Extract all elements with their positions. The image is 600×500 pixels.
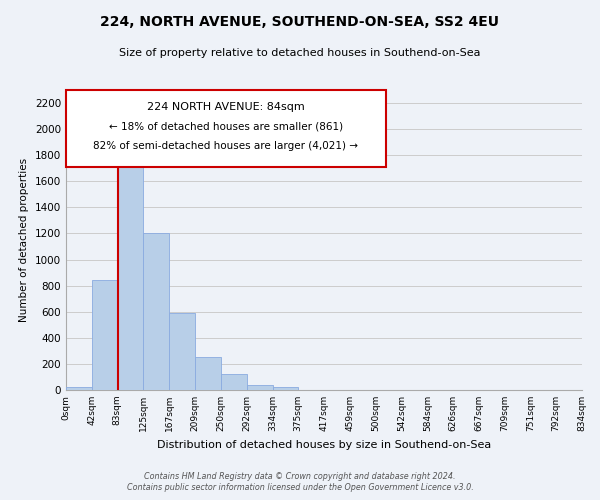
Bar bbox=[272, 386, 298, 390]
Bar bbox=[143, 234, 169, 390]
X-axis label: Distribution of detached houses by size in Southend-on-Sea: Distribution of detached houses by size … bbox=[157, 440, 491, 450]
FancyBboxPatch shape bbox=[66, 90, 386, 166]
Bar bbox=[169, 313, 196, 390]
Bar bbox=[92, 280, 118, 390]
Y-axis label: Number of detached properties: Number of detached properties bbox=[19, 158, 29, 322]
Bar bbox=[66, 386, 92, 390]
Text: ← 18% of detached houses are smaller (861): ← 18% of detached houses are smaller (86… bbox=[109, 122, 343, 132]
Bar bbox=[221, 374, 247, 390]
Text: Contains public sector information licensed under the Open Government Licence v3: Contains public sector information licen… bbox=[127, 484, 473, 492]
Text: 224 NORTH AVENUE: 84sqm: 224 NORTH AVENUE: 84sqm bbox=[147, 102, 305, 112]
Bar bbox=[118, 155, 143, 390]
Bar bbox=[247, 385, 272, 390]
Text: Size of property relative to detached houses in Southend-on-Sea: Size of property relative to detached ho… bbox=[119, 48, 481, 58]
Bar bbox=[196, 356, 221, 390]
Text: 82% of semi-detached houses are larger (4,021) →: 82% of semi-detached houses are larger (… bbox=[94, 141, 358, 151]
Text: Contains HM Land Registry data © Crown copyright and database right 2024.: Contains HM Land Registry data © Crown c… bbox=[144, 472, 456, 481]
Text: 224, NORTH AVENUE, SOUTHEND-ON-SEA, SS2 4EU: 224, NORTH AVENUE, SOUTHEND-ON-SEA, SS2 … bbox=[101, 15, 499, 29]
